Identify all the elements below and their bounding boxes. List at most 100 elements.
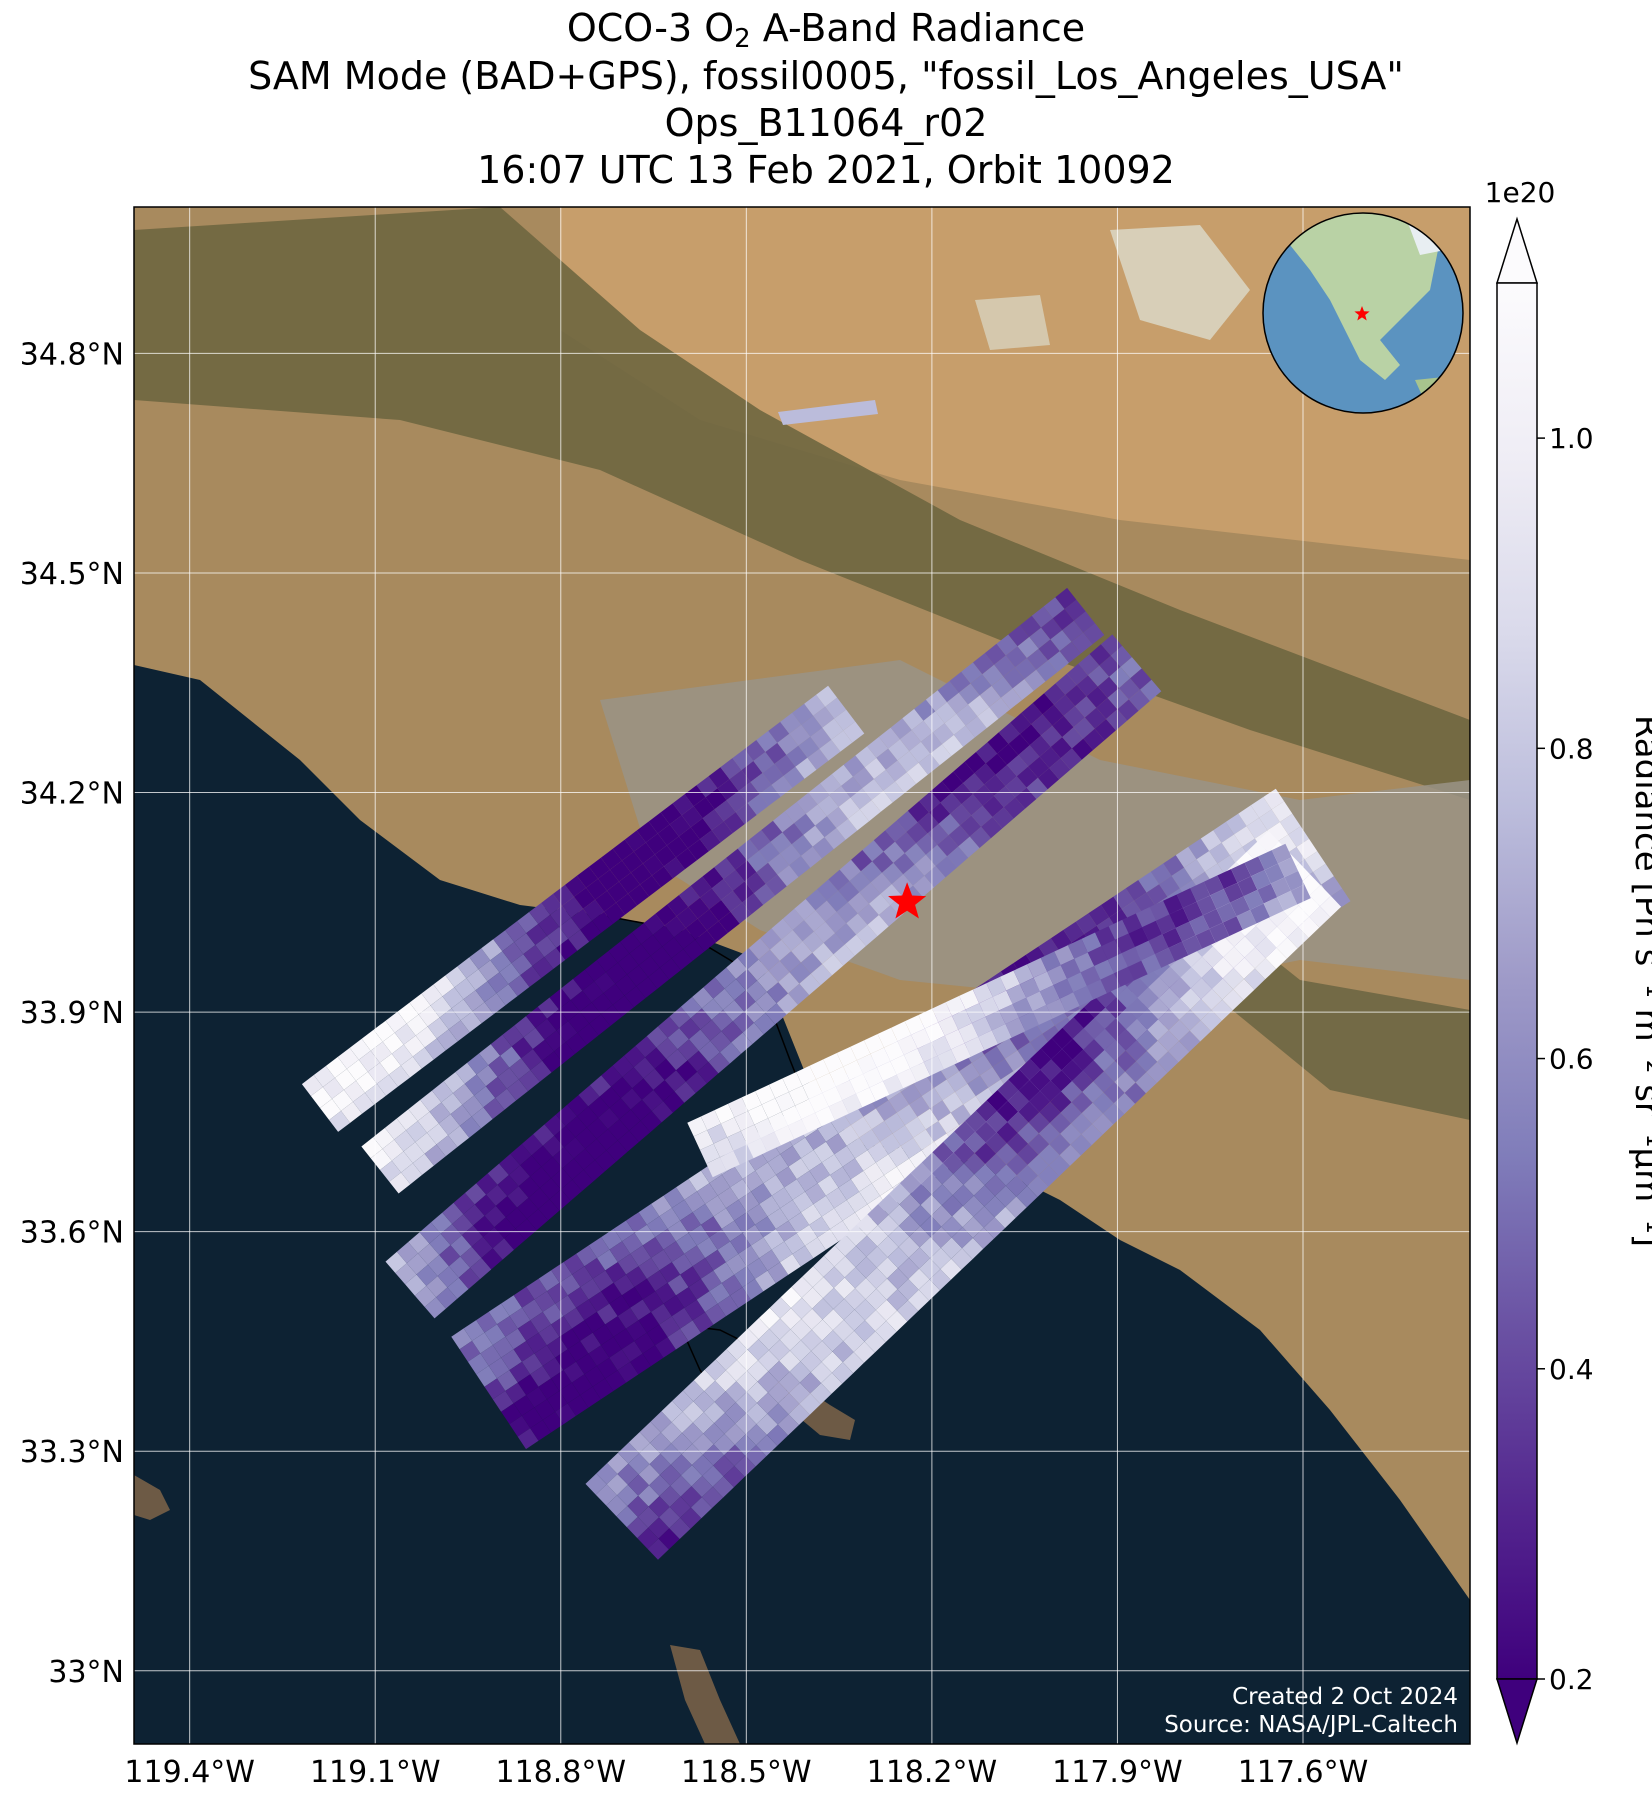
- radiance-pixel: [522, 1299, 543, 1321]
- radiance-pixel: [720, 1042, 742, 1064]
- radiance-pixel: [801, 1112, 822, 1133]
- radiance-pixel: [944, 1029, 965, 1050]
- radiance-pixel: [693, 1369, 716, 1392]
- radiance-pixel: [1313, 863, 1334, 885]
- radiance-pixel: [947, 692, 969, 714]
- radiance-pixel: [958, 1023, 979, 1044]
- radiance-pixel: [967, 1075, 989, 1097]
- radiance-pixel: [753, 883, 775, 905]
- radiance-pixel: [460, 1011, 482, 1033]
- radiance-pixel: [768, 1078, 789, 1099]
- radiance-pixel: [747, 1339, 769, 1361]
- radiance-pixel: [1005, 1175, 1028, 1197]
- radiance-pixel: [1078, 654, 1100, 676]
- radiance-pixel: [888, 1091, 910, 1113]
- radiance-pixel: [746, 1204, 768, 1225]
- radiance-pixel: [784, 802, 806, 824]
- radiance-pixel: [442, 1202, 464, 1224]
- radiance-pixel: [723, 1466, 745, 1488]
- radiance-pixel: [329, 1110, 351, 1132]
- radiance-pixel: [618, 1442, 640, 1464]
- radiance-pixel: [742, 1022, 764, 1044]
- radiance-pixel: [978, 1030, 999, 1051]
- radiance-pixel: [517, 1428, 539, 1450]
- radiance-pixel: [865, 1267, 888, 1289]
- radiance-pixel: [1075, 913, 1097, 934]
- radiance-pixel: [855, 1256, 877, 1278]
- radiance-pixel: [582, 981, 604, 1003]
- radiance-pixel: [690, 1008, 712, 1030]
- radiance-pixel: [800, 1329, 823, 1351]
- radiance-pixel: [643, 1068, 665, 1090]
- radiance-pixel: [301, 1075, 323, 1096]
- radiance-pixel: [833, 944, 855, 966]
- radiance-pixel: [1104, 1039, 1126, 1061]
- radiance-pixel: [1117, 699, 1139, 721]
- radiance-pixel: [565, 1116, 587, 1138]
- radiance-pixel: [542, 1051, 564, 1073]
- radiance-pixel: [617, 1484, 639, 1506]
- radiance-pixel: [474, 1086, 496, 1108]
- radiance-pixel: [459, 1116, 481, 1138]
- radiance-pixel: [692, 987, 714, 1009]
- radiance-pixel: [1116, 986, 1138, 1008]
- radiance-pixel: [1258, 850, 1279, 870]
- radiance-pixel: [949, 671, 971, 693]
- radiance-pixel: [596, 951, 618, 973]
- radiance-pixel: [996, 1037, 1018, 1059]
- radiance-pixel: [1127, 960, 1148, 981]
- radiance-pixel: [1083, 728, 1105, 750]
- radiance-pixel: [991, 1024, 1012, 1044]
- radiance-pixel: [584, 1311, 606, 1333]
- radiance-pixel: [559, 1274, 581, 1296]
- radiance-pixel: [914, 854, 936, 876]
- radiance-pixel: [1029, 1091, 1051, 1113]
- radiance-pixel: [962, 1238, 984, 1260]
- radiance-pixel: [490, 1034, 512, 1056]
- radiance-pixel: [853, 1341, 875, 1363]
- radiance-pixel: [445, 966, 467, 988]
- radiance-pixel: [406, 1014, 428, 1036]
- radiance-pixel: [899, 1172, 922, 1195]
- radiance-pixel: [725, 1402, 747, 1424]
- radiance-pixel: [1007, 1111, 1029, 1133]
- radiance-pixel: [658, 1016, 680, 1038]
- radiance-pixel: [1120, 657, 1142, 679]
- radiance-pixel: [685, 1071, 707, 1093]
- radiance-pixel: [744, 740, 766, 761]
- radiance-pixel: [1064, 599, 1086, 621]
- radiance-pixel: [1147, 1019, 1169, 1041]
- radiance-pixel: [1159, 875, 1180, 897]
- radiance-pixel: [769, 1297, 791, 1319]
- radiance-pixel: [495, 1196, 518, 1218]
- radiance-pixel: [758, 1307, 781, 1329]
- radiance-pixel: [574, 887, 596, 909]
- radiance-pixel: [577, 1106, 599, 1128]
- radiance-pixel: [483, 1098, 505, 1119]
- radiance-pixel: [620, 1088, 642, 1110]
- radiance-pixel: [521, 1134, 543, 1156]
- radiance-pixel: [711, 821, 733, 843]
- radiance-pixel: [1032, 1005, 1053, 1025]
- radiance-pixel: [780, 1308, 802, 1330]
- radiance-pixel: [862, 779, 884, 801]
- radiance-pixel: [1137, 987, 1159, 1009]
- radiance-pixel: [910, 1183, 932, 1205]
- radiance-pixel: [693, 1130, 714, 1150]
- radiance-pixel: [647, 1538, 669, 1560]
- radiance-pixel: [696, 1183, 718, 1204]
- radiance-pixel: [816, 1073, 836, 1093]
- radiance-pixel: [517, 1320, 539, 1341]
- radiance-pixel: [725, 1381, 747, 1403]
- radiance-pixel: [1042, 704, 1064, 726]
- radiance-pixel: [549, 988, 571, 1010]
- radiance-pixel: [1026, 991, 1047, 1012]
- radiance-pixel: [584, 960, 606, 982]
- radiance-pixel: [768, 960, 790, 983]
- radiance-pixel: [690, 818, 712, 840]
- radiance-pixel: [796, 1224, 818, 1246]
- radiance-pixel: [709, 1174, 731, 1196]
- radiance-pixel: [696, 1237, 718, 1258]
- radiance-pixel: [1081, 1124, 1103, 1146]
- radiance-pixel: [1222, 916, 1243, 937]
